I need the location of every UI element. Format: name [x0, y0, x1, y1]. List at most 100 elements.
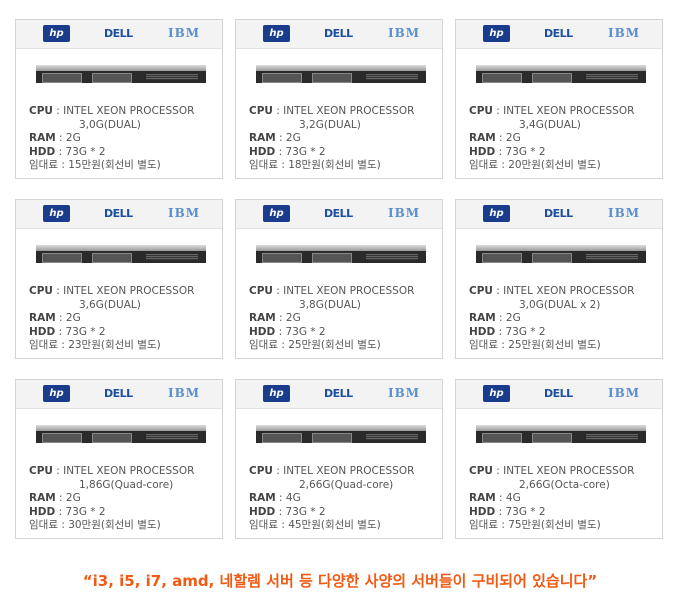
server-image	[36, 65, 206, 87]
server-image	[476, 425, 646, 447]
price: 임대료 : 20만원(회선비 별도)	[469, 159, 601, 171]
ram-label: RAM	[249, 132, 276, 144]
price: 임대료 : 45만원(회선비 별도)	[249, 519, 381, 531]
price: 임대료 : 75만원(회선비 별도)	[469, 519, 601, 531]
server-image	[256, 245, 426, 267]
cpu-value: INTEL XEON PROCESSOR	[63, 465, 195, 477]
price: 임대료 : 23만원(회선비 별도)	[29, 339, 161, 351]
ram-label: RAM	[29, 132, 56, 144]
spec-list: CPU : INTEL XEON PROCESSOR 3,6G(DUAL) RA…	[29, 285, 195, 351]
cpu-speed: 2,66G(Octa-core)	[519, 478, 610, 491]
server-card: hp DELL IBM CPU : INTEL XEON PROCESSOR 3…	[235, 19, 443, 179]
ram-value: 2G	[505, 132, 521, 144]
cpu-speed: 1,86G(Quad-core)	[79, 478, 174, 491]
hdd-label: HDD	[249, 505, 276, 518]
cpu-speed: 2,66G(Quad-core)	[299, 478, 394, 491]
dell-logo: DELL	[324, 207, 353, 220]
ibm-logo: IBM	[608, 386, 641, 400]
cpu-value: INTEL XEON PROCESSOR	[503, 105, 635, 117]
spec-list: CPU : INTEL XEON PROCESSOR 2,66G(Octa-co…	[469, 465, 635, 531]
hdd-value: 73G * 2	[505, 325, 546, 338]
ram-value: 2G	[505, 312, 521, 324]
dell-logo: DELL	[544, 387, 573, 400]
spec-list: CPU : INTEL XEON PROCESSOR 3,2G(DUAL) RA…	[249, 105, 415, 171]
dell-logo: DELL	[544, 207, 573, 220]
hdd-value: 73G * 2	[65, 325, 106, 338]
ram-value: 2G	[285, 132, 301, 144]
spec-list: CPU : INTEL XEON PROCESSOR 1,86G(Quad-co…	[29, 465, 195, 531]
ibm-logo: IBM	[388, 206, 421, 220]
ram-label: RAM	[29, 492, 56, 504]
cpu-label: CPU	[469, 285, 493, 297]
notice-text: “i3, i5, i7, amd, 네할렘 서버 등 다양한 사양의 서버들이 …	[82, 572, 598, 590]
hp-logo: hp	[263, 205, 290, 222]
brand-bar: hp DELL IBM	[236, 20, 442, 49]
server-card: hp DELL IBM CPU : INTEL XEON PROCESSOR 3…	[455, 19, 663, 179]
hp-logo: hp	[483, 385, 510, 402]
dell-logo: DELL	[544, 27, 573, 40]
brand-bar: hp DELL IBM	[456, 200, 662, 229]
cpu-value: INTEL XEON PROCESSOR	[283, 465, 415, 477]
ibm-logo: IBM	[388, 386, 421, 400]
cpu-value: INTEL XEON PROCESSOR	[63, 105, 195, 117]
cpu-speed: 3,0G(DUAL)	[79, 118, 141, 131]
dell-logo: DELL	[104, 387, 133, 400]
cpu-label: CPU	[29, 105, 53, 117]
server-image	[256, 65, 426, 87]
ram-value: 4G	[285, 492, 301, 504]
hdd-label: HDD	[29, 145, 56, 158]
cpu-value: INTEL XEON PROCESSOR	[63, 285, 195, 297]
ram-value: 2G	[65, 312, 81, 324]
ibm-logo: IBM	[608, 206, 641, 220]
dell-logo: DELL	[104, 207, 133, 220]
ibm-logo: IBM	[388, 26, 421, 40]
hdd-value: 73G * 2	[285, 505, 326, 518]
dell-logo: DELL	[104, 27, 133, 40]
cpu-label: CPU	[469, 465, 493, 477]
server-card: hp DELL IBM CPU : INTEL XEON PROCESSOR 1…	[15, 379, 223, 539]
spec-list: CPU : INTEL XEON PROCESSOR 3,0G(DUAL x 2…	[469, 285, 635, 351]
cpu-value: INTEL XEON PROCESSOR	[283, 285, 415, 297]
ram-label: RAM	[469, 492, 496, 504]
cpu-label: CPU	[249, 105, 273, 117]
server-image	[476, 245, 646, 267]
hp-logo: hp	[263, 385, 290, 402]
cpu-label: CPU	[249, 285, 273, 297]
cpu-label: CPU	[29, 465, 53, 477]
hdd-label: HDD	[29, 505, 56, 518]
price: 임대료 : 30만원(회선비 별도)	[29, 519, 161, 531]
brand-bar: hp DELL IBM	[16, 380, 222, 409]
hp-logo: hp	[43, 205, 70, 222]
server-image	[36, 245, 206, 267]
price: 임대료 : 25만원(회선비 별도)	[469, 339, 601, 351]
hp-logo: hp	[43, 385, 70, 402]
cpu-speed: 3,2G(DUAL)	[299, 118, 361, 131]
server-image	[256, 425, 426, 447]
ibm-logo: IBM	[168, 206, 201, 220]
hdd-value: 73G * 2	[285, 325, 326, 338]
hdd-value: 73G * 2	[505, 505, 546, 518]
hdd-value: 73G * 2	[65, 145, 106, 158]
server-card: hp DELL IBM CPU : INTEL XEON PROCESSOR 3…	[455, 199, 663, 359]
cpu-speed: 3,6G(DUAL)	[79, 298, 141, 311]
cpu-speed: 3,0G(DUAL x 2)	[519, 298, 601, 311]
cpu-label: CPU	[469, 105, 493, 117]
hdd-label: HDD	[469, 505, 496, 518]
ram-label: RAM	[469, 312, 496, 324]
hdd-value: 73G * 2	[65, 505, 106, 518]
price: 임대료 : 18만원(회선비 별도)	[249, 159, 381, 171]
hdd-value: 73G * 2	[505, 145, 546, 158]
price: 임대료 : 25만원(회선비 별도)	[249, 339, 381, 351]
hp-logo: hp	[43, 25, 70, 42]
ibm-logo: IBM	[168, 26, 201, 40]
brand-bar: hp DELL IBM	[16, 200, 222, 229]
ram-value: 2G	[65, 492, 81, 504]
ibm-logo: IBM	[168, 386, 201, 400]
cpu-value: INTEL XEON PROCESSOR	[283, 105, 415, 117]
cpu-value: INTEL XEON PROCESSOR	[503, 285, 635, 297]
brand-bar: hp DELL IBM	[456, 380, 662, 409]
price: 임대료 : 15만원(회선비 별도)	[29, 159, 161, 171]
server-card: hp DELL IBM CPU : INTEL XEON PROCESSOR 3…	[15, 19, 223, 179]
hdd-label: HDD	[249, 145, 276, 158]
dell-logo: DELL	[324, 27, 353, 40]
